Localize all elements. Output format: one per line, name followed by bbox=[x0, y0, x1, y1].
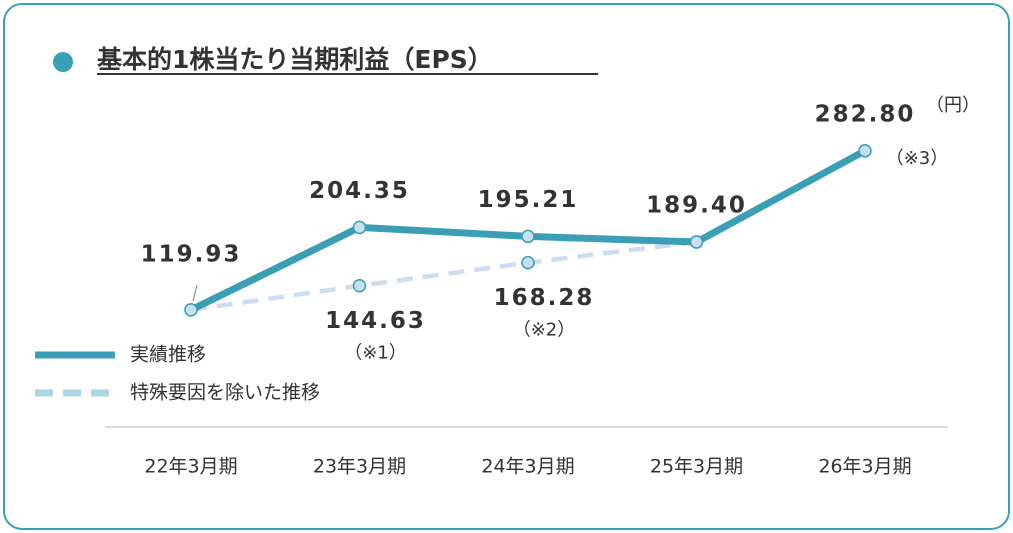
unit-label: （円） bbox=[926, 95, 980, 116]
point-marker bbox=[689, 235, 704, 249]
point-marker bbox=[521, 255, 535, 270]
point-marker bbox=[352, 278, 367, 293]
data-label: 204.35 bbox=[309, 178, 410, 204]
x-tick-label: 22年3月期 bbox=[144, 456, 237, 478]
point-marker bbox=[858, 144, 872, 158]
point-marker bbox=[521, 229, 535, 244]
series-line bbox=[190, 239, 697, 313]
x-tick-label: 23年3月期 bbox=[313, 456, 406, 478]
data-label: 282.80 bbox=[815, 101, 916, 127]
data-label: 189.40 bbox=[646, 193, 747, 219]
x-tick-label: 26年3月期 bbox=[818, 456, 911, 478]
data-label: 168.28 bbox=[494, 285, 595, 311]
point-marker bbox=[184, 303, 198, 317]
data-label: 144.63 bbox=[325, 308, 426, 334]
x-tick-label: 25年3月期 bbox=[650, 456, 743, 478]
leader-line bbox=[192, 284, 198, 302]
data-label: 119.93 bbox=[141, 241, 242, 267]
annotation: （※1） bbox=[344, 343, 407, 364]
data-label: 195.21 bbox=[478, 187, 579, 213]
title-bullet bbox=[53, 52, 73, 72]
point-marker bbox=[352, 220, 367, 235]
x-tick-label: 24年3月期 bbox=[481, 456, 574, 478]
legend-label: 実績推移 bbox=[130, 344, 206, 366]
chart-title: 基本的1株当たり当期利益（EPS） bbox=[97, 45, 493, 74]
legend-label: 特殊要因を除いた推移 bbox=[130, 382, 320, 404]
annotation: （※3） bbox=[886, 148, 949, 169]
annotation: （※2） bbox=[513, 320, 576, 341]
